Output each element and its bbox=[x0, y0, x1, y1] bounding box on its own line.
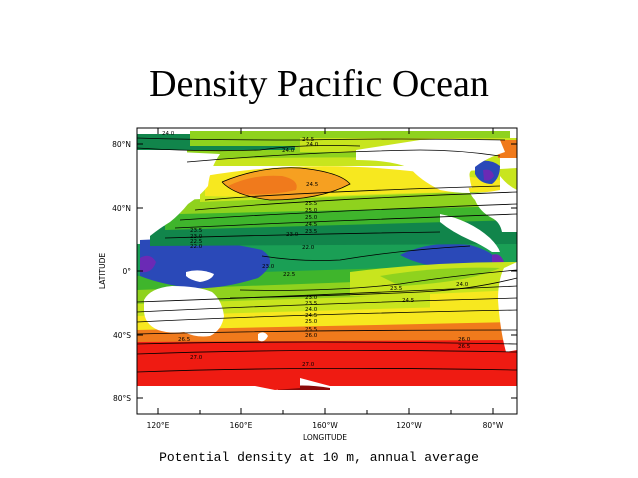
contour-label: 23.0 bbox=[262, 264, 275, 270]
contour-label: 23.5 bbox=[190, 228, 203, 234]
contour-line bbox=[239, 269, 518, 291]
contour-label: 24.5 bbox=[305, 222, 318, 228]
contour-label: 24.0 bbox=[282, 148, 295, 154]
contour-line bbox=[186, 149, 501, 163]
contour-line bbox=[164, 231, 441, 239]
band-red-lower-east bbox=[300, 378, 517, 386]
south-america-landmass bbox=[498, 262, 517, 352]
y-tick-label: 80°S bbox=[113, 394, 131, 403]
asia-landmass bbox=[137, 150, 220, 238]
warm-pool-west bbox=[140, 239, 271, 289]
contour-label: 26.0 bbox=[458, 337, 471, 343]
figure-caption: Potential density at 10 m, annual averag… bbox=[159, 450, 479, 465]
contour-label: 22.5 bbox=[283, 272, 296, 278]
antarctica-strip bbox=[137, 390, 517, 414]
contour-label: 25.0 bbox=[305, 215, 318, 221]
australia-landmass bbox=[144, 286, 224, 337]
contour-line bbox=[221, 167, 351, 201]
contour-label: 26.5 bbox=[458, 344, 471, 350]
contour-label: 26.5 bbox=[178, 337, 191, 343]
arctic-strip bbox=[137, 128, 517, 131]
contour-label: 22.0 bbox=[190, 244, 203, 250]
contour-label: 25.5 bbox=[305, 327, 318, 333]
north-america-landmass bbox=[356, 139, 517, 232]
new-zealand bbox=[258, 332, 268, 342]
band-red-lower bbox=[137, 378, 300, 390]
contour-line bbox=[136, 329, 518, 335]
contour-label: 24.0 bbox=[162, 131, 175, 137]
contour-line bbox=[174, 213, 518, 229]
contour-label: 25.0 bbox=[305, 208, 318, 214]
contour-label: 22.5 bbox=[190, 239, 203, 245]
y-tick-label: 0° bbox=[122, 267, 131, 276]
contour-line bbox=[136, 350, 518, 355]
contour-label: 24.5 bbox=[305, 313, 318, 319]
contour-label: 27.0 bbox=[302, 362, 315, 368]
contour-label: 23.0 bbox=[305, 295, 318, 301]
y-axis-label: LATITUDE bbox=[98, 253, 107, 290]
contour-line bbox=[136, 145, 361, 152]
purple-patch-east bbox=[492, 254, 504, 264]
x-tick-label: 120°W bbox=[396, 421, 422, 430]
hudson-bay-purple bbox=[483, 169, 494, 181]
contour-line bbox=[136, 341, 518, 345]
contour-label: 24.0 bbox=[306, 142, 319, 148]
contour-lines bbox=[136, 137, 518, 373]
contour-line bbox=[261, 245, 471, 261]
contour-label: 24.0 bbox=[456, 282, 469, 288]
contour-label: 23.5 bbox=[305, 229, 318, 235]
purple-patch-west bbox=[140, 255, 156, 273]
x-tick-label: 160°E bbox=[230, 421, 253, 430]
contour-line bbox=[194, 191, 518, 211]
contour-labels: 24.0 24.5 24.0 24.0 24.5 25.5 25.0 25.0 … bbox=[162, 131, 471, 368]
contour-label: 24.0 bbox=[305, 307, 318, 313]
contour-line bbox=[179, 203, 518, 221]
x-tick-label: 120°E bbox=[147, 421, 170, 430]
y-tick-label: 40°S bbox=[113, 331, 131, 340]
contour-label: 27.0 bbox=[190, 355, 203, 361]
contour-line bbox=[204, 185, 501, 201]
band-lightgreen-east bbox=[380, 267, 500, 286]
contour-label: 23.5 bbox=[305, 301, 318, 307]
warm-pool-east bbox=[400, 243, 498, 269]
contour-label: 25.0 bbox=[305, 319, 318, 325]
y-tick-label: 40°N bbox=[112, 204, 131, 213]
contour-line bbox=[136, 297, 518, 313]
contour-label: 26.0 bbox=[305, 333, 318, 339]
axis-labels: 120°E 160°E 160°W 120°W 80°W LONGITUDE 8… bbox=[98, 140, 504, 442]
contour-label: 22.0 bbox=[302, 245, 315, 251]
map-frame bbox=[136, 127, 518, 415]
contour-line bbox=[136, 309, 518, 323]
contour-label: 24.5 bbox=[306, 182, 319, 188]
y-tick-label: 80°N bbox=[112, 140, 131, 149]
contour-line bbox=[229, 277, 518, 299]
contour-label: 23.0 bbox=[286, 232, 299, 238]
land-masses bbox=[137, 128, 517, 414]
orange-core bbox=[228, 175, 297, 195]
contour-line bbox=[136, 137, 506, 141]
new-guinea bbox=[186, 270, 214, 282]
central-america bbox=[440, 214, 500, 252]
x-tick-label: 160°W bbox=[312, 421, 338, 430]
contour-label: 24.5 bbox=[402, 298, 415, 304]
contour-label: 23.5 bbox=[390, 286, 403, 292]
x-axis-label: LONGITUDE bbox=[303, 433, 347, 442]
slide-title: Density Pacific Ocean bbox=[149, 63, 489, 105]
contour-label: 25.5 bbox=[305, 201, 318, 207]
band-red-south bbox=[137, 336, 517, 378]
contour-line bbox=[136, 368, 518, 373]
contour-label: 24.5 bbox=[302, 137, 315, 143]
contour-label: 23.0 bbox=[190, 234, 203, 240]
north-america-inner bbox=[420, 158, 472, 188]
x-tick-label: 80°W bbox=[483, 421, 504, 430]
